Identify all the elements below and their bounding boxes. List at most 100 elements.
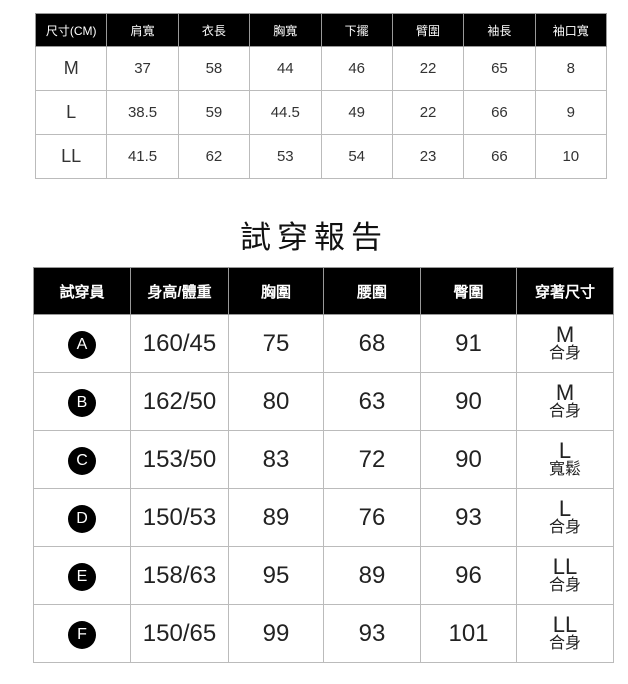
height-weight-cell: 150/65 [130, 604, 229, 663]
worn-size: L [558, 437, 572, 463]
tester-cell: F [33, 604, 131, 663]
fit-header: 臀圍 [420, 267, 517, 315]
table-cell: 58 [177, 46, 251, 91]
table-row: M 37 58 44 46 22 65 8 [34, 46, 608, 91]
fit-header: 身高/體重 [130, 267, 229, 315]
tester-badge: C [68, 447, 96, 475]
fit-header: 腰圍 [323, 267, 421, 315]
chest-cell: 95 [228, 546, 324, 605]
table-cell: 54 [320, 134, 393, 179]
size-header: 衣長 [177, 13, 251, 47]
size-fit-cell: LL 合身 [516, 604, 614, 663]
chest-cell: 99 [228, 604, 324, 663]
tester-badge: A [68, 331, 96, 359]
hip-cell: 101 [420, 604, 517, 663]
table-row: LL 41.5 62 53 54 23 66 10 [34, 134, 608, 179]
hip-cell: 90 [420, 430, 517, 489]
tester-badge: B [68, 389, 96, 417]
size-fit-cell: L 寬鬆 [516, 430, 614, 489]
waist-cell: 76 [323, 488, 421, 547]
table-cell: 44 [249, 46, 322, 91]
worn-size: L [558, 495, 572, 521]
tester-cell: A [33, 314, 131, 373]
table-row: E 158/63 95 89 96 LL 合身 [33, 546, 614, 605]
hip-cell: 90 [420, 372, 517, 431]
waist-cell: 68 [323, 314, 421, 373]
chest-cell: 80 [228, 372, 324, 431]
hip-cell: 96 [420, 546, 517, 605]
worn-size: LL [552, 553, 578, 579]
fit-description: 合身 [548, 402, 581, 420]
waist-cell: 89 [323, 546, 421, 605]
height-weight-cell: 158/63 [130, 546, 229, 605]
table-cell: 62 [177, 134, 251, 179]
table-cell: 23 [391, 134, 465, 179]
table-cell: M [34, 46, 108, 91]
height-weight-cell: 162/50 [130, 372, 229, 431]
size-header: 肩寬 [106, 13, 179, 47]
page-title: 試穿報告 [240, 220, 388, 255]
tester-badge: D [68, 505, 96, 533]
fit-description: 合身 [548, 344, 581, 362]
tester-badge: F [68, 621, 96, 649]
tester-cell: D [33, 488, 131, 547]
fit-header: 胸圍 [228, 267, 324, 315]
table-row: C 153/50 83 72 90 L 寬鬆 [33, 430, 614, 489]
table-cell: 37 [106, 46, 179, 91]
size-fit-cell: M 合身 [516, 372, 614, 431]
size-table: 尺寸(CM) 肩寬 衣長 胸寬 下擺 臂圍 袖長 袖口寬 M 37 58 44 46 22 65 8 L 38.5… [34, 13, 608, 179]
table-cell: 59 [177, 90, 251, 135]
height-weight-cell: 150/53 [130, 488, 229, 547]
table-cell: 22 [391, 90, 465, 135]
table-row: F 150/65 99 93 101 LL 合身 [33, 604, 614, 663]
table-cell: 46 [320, 46, 393, 91]
size-fit-cell: L 合身 [516, 488, 614, 547]
table-cell: 8 [534, 46, 608, 91]
table-cell: 10 [534, 134, 608, 179]
fit-report-table: 試穿員 身高/體重 胸圍 腰圍 臀圍 穿著尺寸 A 160/45 75 68 91 M 合身 B… [33, 267, 614, 663]
chest-cell: 75 [228, 314, 324, 373]
table-row: L 38.5 59 44.5 49 22 66 9 [34, 90, 608, 135]
size-header: 臂圍 [391, 13, 465, 47]
waist-cell: 63 [323, 372, 421, 431]
hip-cell: 93 [420, 488, 517, 547]
worn-size: LL [552, 611, 578, 637]
table-row: A 160/45 75 68 91 M 合身 [33, 314, 614, 373]
fit-header: 試穿員 [33, 267, 131, 315]
table-row: B 162/50 80 63 90 M 合身 [33, 372, 614, 431]
table-cell: L [34, 90, 108, 135]
size-fit-cell: M 合身 [516, 314, 614, 373]
size-header: 袖口寬 [534, 13, 608, 47]
table-cell: 49 [320, 90, 393, 135]
tester-badge: E [68, 563, 96, 591]
chest-cell: 83 [228, 430, 324, 489]
size-fit-cell: LL 合身 [516, 546, 614, 605]
table-cell: 65 [463, 46, 536, 91]
table-cell: 41.5 [106, 134, 179, 179]
fit-description: 寬鬆 [548, 460, 581, 478]
size-header: 袖長 [463, 13, 536, 47]
worn-size: M [555, 321, 575, 347]
size-header: 下擺 [320, 13, 393, 47]
chest-cell: 89 [228, 488, 324, 547]
height-weight-cell: 153/50 [130, 430, 229, 489]
hip-cell: 91 [420, 314, 517, 373]
fit-header: 穿著尺寸 [516, 267, 614, 315]
table-cell: 22 [391, 46, 465, 91]
waist-cell: 93 [323, 604, 421, 663]
table-cell: 44.5 [249, 90, 322, 135]
worn-size: M [555, 379, 575, 405]
fit-description: 合身 [548, 634, 581, 652]
table-cell: 9 [534, 90, 608, 135]
table-cell: LL [34, 134, 108, 179]
table-cell: 66 [463, 134, 536, 179]
table-cell: 53 [249, 134, 322, 179]
tester-cell: E [33, 546, 131, 605]
fit-description: 合身 [548, 576, 581, 594]
size-header: 胸寬 [249, 13, 322, 47]
height-weight-cell: 160/45 [130, 314, 229, 373]
table-cell: 38.5 [106, 90, 179, 135]
tester-cell: B [33, 372, 131, 431]
waist-cell: 72 [323, 430, 421, 489]
size-header: 尺寸(CM) [34, 13, 108, 47]
